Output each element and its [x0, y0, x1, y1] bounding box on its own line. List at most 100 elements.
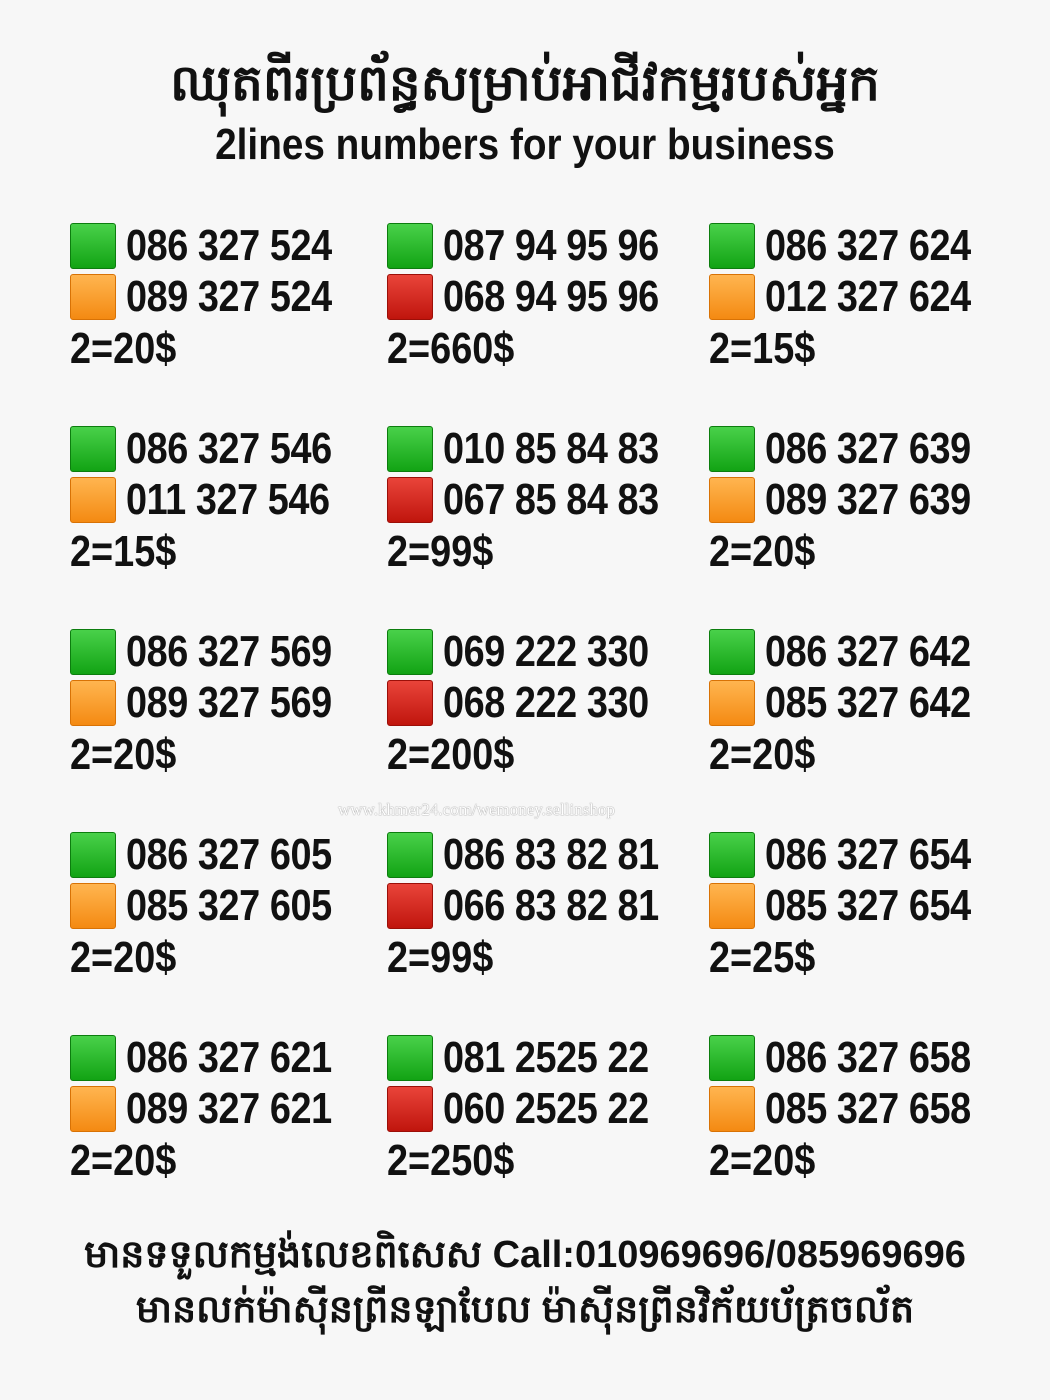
phone-number: 068 222 330 — [443, 678, 649, 727]
phone-line: 069 222 330 — [387, 627, 682, 676]
phone-number: 086 327 546 — [126, 424, 332, 473]
green-square-icon — [709, 426, 755, 472]
phone-number: 086 327 524 — [126, 221, 332, 270]
phone-line: 086 327 569 — [70, 627, 365, 676]
orange-square-icon — [709, 274, 755, 320]
phone-number: 086 327 624 — [765, 221, 971, 270]
phone-number: 086 83 82 81 — [443, 830, 659, 879]
phone-line: 086 327 546 — [70, 424, 365, 473]
phone-number: 066 83 82 81 — [443, 881, 659, 930]
listing-card: 086 327 639 089 327 639 2=20$ — [709, 424, 1019, 585]
price: 2=20$ — [70, 730, 177, 779]
green-square-icon — [70, 1035, 116, 1081]
phone-line: 085 327 654 — [709, 881, 1004, 930]
phone-line: 011 327 546 — [70, 475, 363, 524]
price: 2=20$ — [70, 933, 177, 982]
phone-line: 060 2525 22 — [387, 1084, 682, 1133]
orange-square-icon — [70, 477, 116, 523]
red-square-icon — [387, 1086, 433, 1132]
phone-number: 068 94 95 96 — [443, 272, 659, 321]
phone-number: 087 94 95 96 — [443, 221, 659, 270]
orange-square-icon — [70, 274, 116, 320]
listing-card: 010 85 84 83 067 85 84 83 2=99$ — [387, 424, 697, 585]
phone-number: 089 327 569 — [126, 678, 332, 727]
phone-number: 086 327 658 — [765, 1033, 971, 1082]
phone-line: 086 327 654 — [709, 830, 1004, 879]
footer-services: មានលក់ម៉ាស៊ីនព្រីនឡាបែល ម៉ាស៊ីនព្រីនវិក័… — [135, 1289, 915, 1331]
phone-number: 069 222 330 — [443, 627, 649, 676]
phone-line: 086 327 624 — [709, 221, 1004, 270]
orange-square-icon — [70, 680, 116, 726]
listing-card: 086 83 82 81 066 83 82 81 2=99$ — [387, 830, 697, 991]
phone-line: 086 83 82 81 — [387, 830, 694, 879]
price: 2=250$ — [387, 1136, 515, 1185]
phone-number: 089 327 639 — [765, 475, 971, 524]
phone-number: 086 327 569 — [126, 627, 332, 676]
phone-number: 085 327 658 — [765, 1084, 971, 1133]
green-square-icon — [709, 223, 755, 269]
green-square-icon — [709, 832, 755, 878]
watermark: www.khmer24.com/wemoney.sellinshop — [338, 800, 615, 819]
phone-number: 010 85 84 83 — [443, 424, 659, 473]
phone-line: 086 327 639 — [709, 424, 1004, 473]
red-square-icon — [387, 274, 433, 320]
orange-square-icon — [709, 477, 755, 523]
orange-square-icon — [709, 680, 755, 726]
orange-square-icon — [70, 1086, 116, 1132]
phone-line: 085 327 642 — [709, 678, 1004, 727]
listing-card: 086 327 524 089 327 524 2=20$ — [70, 221, 380, 382]
listing-card: 086 327 658 085 327 658 2=20$ — [709, 1033, 1019, 1194]
price: 2=99$ — [387, 527, 494, 576]
green-square-icon — [70, 426, 116, 472]
phone-line: 086 327 642 — [709, 627, 1004, 676]
listing-card: 086 327 605 085 327 605 2=20$ — [70, 830, 380, 991]
phone-line: 068 94 95 96 — [387, 272, 694, 321]
phone-number: 011 327 546 — [126, 475, 330, 524]
listing-card: 086 327 642 085 327 642 2=20$ — [709, 627, 1019, 788]
price: 2=660$ — [387, 324, 515, 373]
price: 2=20$ — [70, 324, 177, 373]
phone-line: 089 327 569 — [70, 678, 365, 727]
phone-number: 012 327 624 — [765, 272, 971, 321]
phone-number: 067 85 84 83 — [443, 475, 659, 524]
phone-line: 086 327 621 — [70, 1033, 365, 1082]
phone-number: 081 2525 22 — [443, 1033, 649, 1082]
price: 2=20$ — [70, 1136, 177, 1185]
listing-card: 069 222 330 068 222 330 2=200$ — [387, 627, 697, 788]
price: 2=200$ — [387, 730, 515, 779]
phone-line: 085 327 605 — [70, 881, 365, 930]
number-listings-grid: 086 327 524 089 327 524 2=20$ 087 94 95 96 0… — [70, 221, 1010, 1202]
listing-card: 086 327 546 011 327 546 2=15$ — [70, 424, 380, 585]
phone-line: 086 327 524 — [70, 221, 365, 270]
phone-number: 086 327 654 — [765, 830, 971, 879]
green-square-icon — [387, 1035, 433, 1081]
price: 2=20$ — [709, 1136, 816, 1185]
listing-card: 086 327 569 089 327 569 2=20$ — [70, 627, 380, 788]
phone-number: 085 327 654 — [765, 881, 971, 930]
phone-number: 060 2525 22 — [443, 1084, 649, 1133]
phone-line: 087 94 95 96 — [387, 221, 694, 270]
orange-square-icon — [70, 883, 116, 929]
price: 2=15$ — [70, 527, 177, 576]
phone-line: 085 327 658 — [709, 1084, 1004, 1133]
title-khmer: ឈុតពីរប្រព័ន្ធសម្រាប់អាជីវកម្មរបស់អ្នក — [170, 55, 880, 111]
orange-square-icon — [709, 883, 755, 929]
red-square-icon — [387, 680, 433, 726]
title-english: 2lines numbers for your business — [215, 120, 835, 169]
phone-line: 066 83 82 81 — [387, 881, 694, 930]
listing-card: 086 327 621 089 327 621 2=20$ — [70, 1033, 380, 1194]
listing-card: 086 327 654 085 327 654 2=25$ — [709, 830, 1019, 991]
phone-line: 012 327 624 — [709, 272, 1004, 321]
green-square-icon — [387, 223, 433, 269]
phone-line: 086 327 605 — [70, 830, 365, 879]
price: 2=20$ — [709, 730, 816, 779]
red-square-icon — [387, 883, 433, 929]
listing-card: 086 327 624 012 327 624 2=15$ — [709, 221, 1019, 382]
green-square-icon — [387, 629, 433, 675]
green-square-icon — [70, 832, 116, 878]
phone-number: 089 327 621 — [126, 1084, 332, 1133]
phone-line: 089 327 524 — [70, 272, 365, 321]
phone-number: 086 327 642 — [765, 627, 971, 676]
green-square-icon — [387, 426, 433, 472]
phone-number: 086 327 639 — [765, 424, 971, 473]
